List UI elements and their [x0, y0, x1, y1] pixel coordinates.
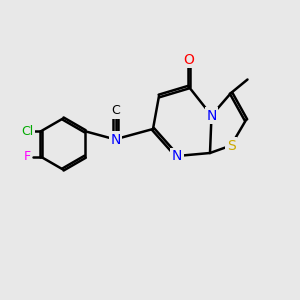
- Text: Cl: Cl: [21, 125, 34, 138]
- Text: S: S: [226, 139, 236, 152]
- Text: F: F: [24, 150, 31, 163]
- Text: O: O: [184, 53, 194, 67]
- Text: C: C: [111, 104, 120, 118]
- Text: N: N: [172, 149, 182, 163]
- Text: N: N: [110, 133, 121, 146]
- Text: N: N: [206, 109, 217, 122]
